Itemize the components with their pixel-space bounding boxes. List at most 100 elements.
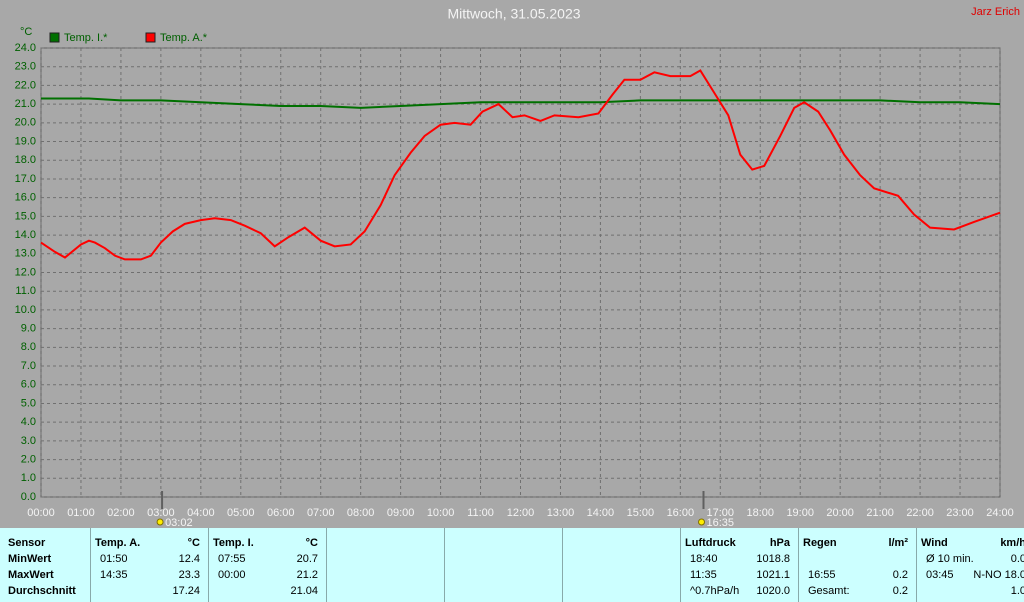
x-tick-label: 12:00 — [507, 507, 535, 519]
column-separator — [562, 528, 563, 602]
y-tick-label: 6.0 — [21, 379, 36, 391]
cell-value: N-NO 18.0 — [973, 569, 1024, 581]
group-title: Luftdruck — [685, 537, 736, 549]
x-tick-label: 15:00 — [627, 507, 655, 519]
cell-value: 0.2 — [892, 585, 908, 597]
cell-time: Gesamt: — [808, 585, 850, 597]
x-tick-label: 18:00 — [746, 507, 774, 519]
cell-value: 1.0 — [1010, 585, 1024, 597]
cell-time: 16:55 — [808, 569, 836, 581]
series-line — [40, 69, 1001, 261]
cell-time: 11:35 — [690, 569, 717, 581]
x-tick-label: 19:00 — [786, 507, 814, 519]
cell-time: ^0.7hPa/h — [690, 585, 740, 597]
y-tick-label: 22.0 — [15, 79, 36, 91]
y-tick-label: 23.0 — [15, 61, 36, 73]
y-tick-label: 11.0 — [15, 285, 36, 297]
cell-time: 07:55 — [218, 553, 246, 565]
y-tick-label: 7.0 — [21, 360, 36, 372]
x-tick-label: 16:00 — [667, 507, 695, 519]
legend-label: Temp. I.* — [64, 32, 108, 44]
column-separator — [90, 528, 91, 602]
x-tick-label: 13:00 — [547, 507, 575, 519]
group-title: Regen — [803, 537, 837, 549]
cell-time: 14:35 — [100, 569, 128, 581]
cell-time: 18:40 — [690, 553, 718, 565]
x-tick-label: 23:00 — [946, 507, 974, 519]
column-separator — [444, 528, 445, 602]
cell-time: 03:45 — [926, 569, 954, 581]
x-tick-label: 17:00 — [707, 507, 735, 519]
group-unit: hPa — [769, 537, 790, 549]
y-axis-label: °C — [20, 26, 32, 38]
cell-value: 20.7 — [296, 553, 318, 565]
row-label: MinWert — [8, 553, 52, 565]
x-tick-label: 01:00 — [67, 507, 95, 519]
y-tick-label: 17.0 — [15, 173, 36, 185]
column-separator — [208, 528, 209, 602]
legend-label: Temp. A.* — [160, 32, 208, 44]
y-tick-label: 3.0 — [21, 435, 36, 447]
y-tick-label: 24.0 — [15, 42, 36, 54]
x-tick-label: 09:00 — [387, 507, 415, 519]
row-label: MaxWert — [8, 569, 54, 581]
group-unit: °C — [187, 537, 200, 549]
group-unit: km/h — [1000, 537, 1024, 549]
cell-value: 0.0 — [1010, 553, 1024, 565]
x-tick-label: 24:00 — [986, 507, 1014, 519]
cell-time: 01:50 — [100, 553, 128, 565]
cell-value: 1021.1 — [756, 569, 790, 581]
y-tick-label: 21.0 — [15, 98, 36, 110]
chart-title: Mittwoch, 31.05.2023 — [447, 6, 580, 22]
y-tick-label: 13.0 — [15, 248, 36, 260]
y-tick-label: 9.0 — [21, 323, 36, 335]
column-separator — [916, 528, 917, 602]
cell-value: 17.24 — [172, 585, 200, 597]
y-tick-label: 10.0 — [15, 304, 36, 316]
author: Jarz Erich — [971, 6, 1020, 18]
x-tick-label: 14:00 — [587, 507, 615, 519]
x-tick-label: 06:00 — [267, 507, 295, 519]
stats-table: Sensor MinWert MaxWert Durchschnitt Temp. A.… — [0, 528, 1024, 602]
chart: Mittwoch, 31.05.2023 Jarz Erich °C 0.0 1.… — [15, 6, 1020, 528]
y-tick-label: 15.0 — [15, 210, 36, 222]
y-tick-label: 4.0 — [21, 416, 36, 428]
cell-value: 23.3 — [178, 569, 200, 581]
x-tick-label: 10:00 — [427, 507, 455, 519]
column-separator — [680, 528, 681, 602]
y-tick-label: 16.0 — [15, 192, 36, 204]
y-tick-label: 19.0 — [15, 135, 36, 147]
x-tick-label: 08:00 — [347, 507, 375, 519]
group-title: Temp. A. — [95, 537, 141, 549]
cell-value: 21.04 — [290, 585, 318, 597]
row-label: Sensor — [8, 537, 46, 549]
x-tick-label: 05:00 — [227, 507, 255, 519]
cell-value: 1020.0 — [756, 585, 790, 597]
sun-icon — [156, 518, 164, 526]
cell-value: 1018.8 — [756, 553, 790, 565]
row-label: Durchschnitt — [8, 585, 76, 597]
x-tick-label: 21:00 — [866, 507, 894, 519]
group-unit: °C — [305, 537, 318, 549]
y-tick-label: 18.0 — [15, 154, 36, 166]
group-title: Temp. I. — [213, 537, 254, 549]
cell-time: Ø 10 min. — [926, 553, 974, 565]
legend-swatch — [49, 32, 60, 43]
group-unit: l/m² — [888, 537, 908, 549]
y-tick-label: 14.0 — [15, 229, 36, 241]
y-tick-label: 5.0 — [21, 397, 36, 409]
series-line — [41, 97, 1001, 109]
y-tick-label: 20.0 — [15, 117, 36, 129]
sun-label: 16:35 — [707, 517, 735, 528]
cell-time: 00:00 — [218, 569, 246, 581]
column-separator — [326, 528, 327, 602]
sun-icon — [698, 518, 706, 526]
x-tick-label: 00:00 — [27, 507, 55, 519]
x-tick-label: 02:00 — [107, 507, 135, 519]
x-tick-label: 03:00 — [147, 507, 175, 519]
x-tick-label: 07:00 — [307, 507, 335, 519]
sun-label: 03:02 — [165, 517, 193, 528]
cell-value: 21.2 — [296, 569, 318, 581]
x-tick-label: 11:00 — [467, 507, 494, 519]
